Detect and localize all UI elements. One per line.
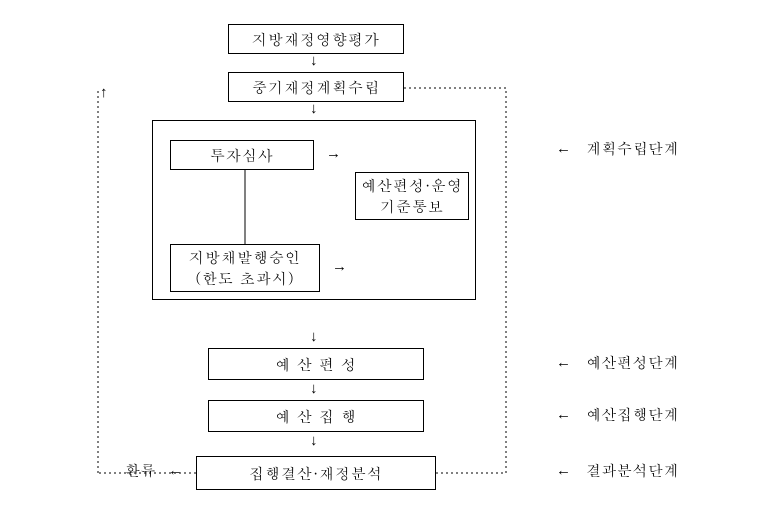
arrow-left: ←: [556, 462, 571, 479]
feedback-label: 환류: [125, 460, 156, 481]
node-label: 집행결산·재정분석: [249, 463, 383, 484]
arrow-down: ↓: [310, 52, 318, 69]
node-label: 예 산 편 성: [275, 354, 357, 375]
arrow-down: ↓: [310, 328, 318, 345]
stage-label-execution: 예산집행단계: [586, 404, 679, 425]
node-budget-execution: 예 산 집 행: [208, 400, 424, 432]
arrow-down: ↓: [310, 432, 318, 449]
arrow-left: ←: [556, 140, 571, 157]
node-label: 투자심사: [210, 145, 274, 166]
arrow-up: ↑: [100, 84, 108, 101]
node-settlement-analysis: 집행결산·재정분석: [196, 456, 436, 490]
arrow-down: ↓: [310, 380, 318, 397]
node-label: 예 산 집 행: [275, 406, 357, 427]
node-midterm-plan: 중기재정계획수립: [228, 72, 404, 102]
node-label: 지방채발행승인(한도 초과시): [189, 247, 301, 289]
node-label: 지방재정영향평가: [252, 29, 380, 50]
arrow-left: ←: [556, 406, 571, 423]
node-investment-review: 투자심사: [170, 140, 314, 170]
arrow-right: →: [332, 258, 347, 275]
node-label: 예산편성·운영기준통보: [361, 175, 463, 217]
node-budget-standard: 예산편성·운영기준통보: [355, 172, 469, 220]
arrow-left: ←: [168, 462, 183, 479]
node-bond-approval: 지방채발행승인(한도 초과시): [170, 244, 320, 292]
arrow-right: →: [326, 145, 341, 162]
stage-label-planning: 계획수립단계: [586, 138, 679, 159]
node-impact-assessment: 지방재정영향평가: [228, 24, 404, 54]
arrow-left: ←: [556, 354, 571, 371]
node-label: 중기재정계획수립: [252, 77, 380, 98]
stage-label-formulation: 예산편성단계: [586, 352, 679, 373]
node-budget-formulation: 예 산 편 성: [208, 348, 424, 380]
stage-label-analysis: 결과분석단계: [586, 460, 679, 481]
arrow-down: ↓: [310, 100, 318, 117]
